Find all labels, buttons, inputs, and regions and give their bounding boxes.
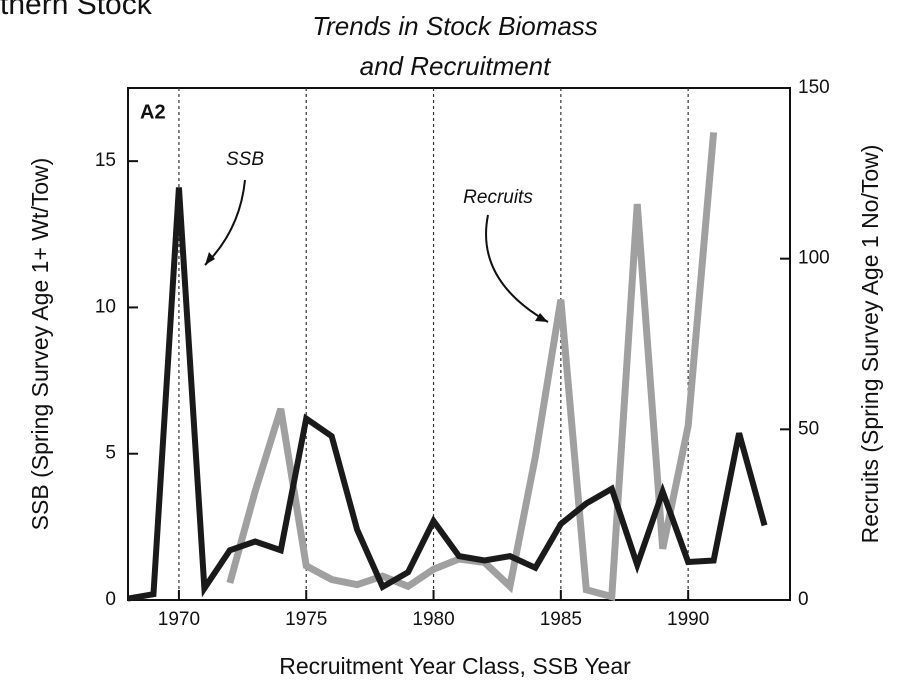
y2-tick-label: 100 xyxy=(798,248,830,269)
arrow-head xyxy=(205,252,215,265)
chart-title: and Recruitment xyxy=(360,51,553,81)
y-tick-label: 15 xyxy=(95,150,116,171)
y-tick-label: 0 xyxy=(105,589,116,610)
annotation: Recruits xyxy=(463,187,533,208)
x-tick-label: 1990 xyxy=(667,609,709,630)
x-tick-label: 1985 xyxy=(540,609,582,630)
series-line xyxy=(127,187,768,602)
y-axis-label: SSB (Spring Survey Age 1+ Wt/Tow) xyxy=(27,158,53,531)
arrow xyxy=(485,214,549,323)
y2-tick-label: 150 xyxy=(798,77,830,98)
panel-label: A2 xyxy=(140,101,166,123)
x-tick-label: 1970 xyxy=(158,609,200,630)
arrow xyxy=(204,179,246,266)
chart-title: Trends in Stock Biomass xyxy=(312,11,598,41)
y-tick-label: 10 xyxy=(95,296,116,317)
plot-frame xyxy=(127,87,791,601)
y2-axis-label: Recruits (Spring Survey Age 1 No/Tow) xyxy=(857,145,883,544)
arrow-head xyxy=(535,313,548,322)
annotation: SSB xyxy=(226,149,264,170)
x-tick-label: 1975 xyxy=(285,609,327,630)
x-tick-label: 1980 xyxy=(412,609,454,630)
y-tick-label: 5 xyxy=(105,443,116,464)
header-fragment: thern Stock xyxy=(0,0,153,21)
y2-tick-label: 0 xyxy=(798,589,809,610)
y2-tick-label: 50 xyxy=(798,418,819,439)
x-axis-label: Recruitment Year Class, SSB Year xyxy=(279,653,631,679)
